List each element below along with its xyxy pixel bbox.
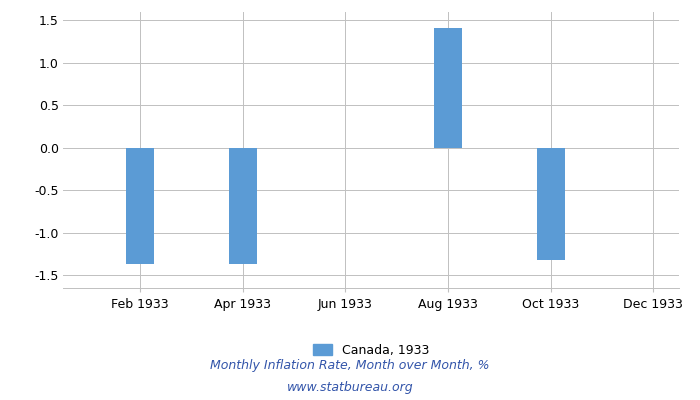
Bar <box>228 148 257 264</box>
Text: www.statbureau.org: www.statbureau.org <box>287 382 413 394</box>
Bar <box>536 148 565 260</box>
Text: Monthly Inflation Rate, Month over Month, %: Monthly Inflation Rate, Month over Month… <box>210 360 490 372</box>
Bar <box>434 28 462 148</box>
Bar <box>126 148 154 264</box>
Legend: Canada, 1933: Canada, 1933 <box>313 344 429 357</box>
